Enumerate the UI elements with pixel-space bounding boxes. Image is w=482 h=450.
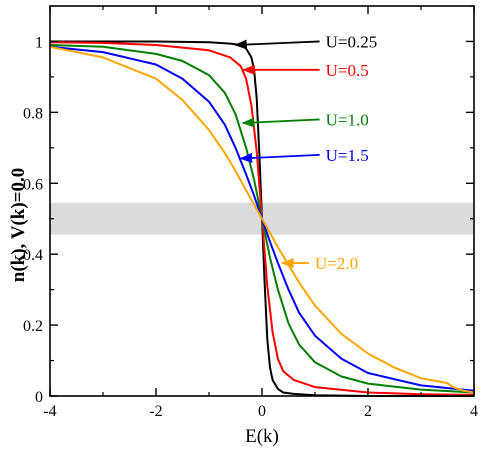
annotation-label: U=1.5 (326, 146, 369, 165)
x-tick-label: 0 (258, 403, 266, 420)
series-line-u-2-0 (49, 45, 475, 394)
y-tick-label: 0.2 (23, 318, 43, 335)
annotation-arrow (234, 39, 320, 50)
y-tick-label: 0.6 (23, 176, 43, 193)
y-tick-label: 0 (35, 389, 43, 406)
y-tick-label: 0.8 (23, 105, 43, 122)
x-axis-title: E(k) (245, 426, 279, 447)
annotation-label: U=1.0 (326, 110, 369, 129)
annotation-label: U=0.25 (326, 32, 378, 51)
x-tick-label: -4 (43, 403, 56, 420)
y-tick-label: 1 (35, 34, 43, 51)
annotation-label: U=2.0 (315, 254, 358, 273)
annotation-label: U=0.5 (326, 61, 369, 80)
x-tick-label: 4 (470, 403, 478, 420)
annotation-arrow (239, 152, 320, 163)
annotation-arrow (241, 117, 320, 128)
y-tick-label: 0.4 (23, 247, 43, 264)
x-tick-label: 2 (364, 403, 372, 420)
x-tick-label: -2 (149, 403, 162, 420)
y-axis-title: n(k), V(k)=0.0 (8, 168, 29, 282)
